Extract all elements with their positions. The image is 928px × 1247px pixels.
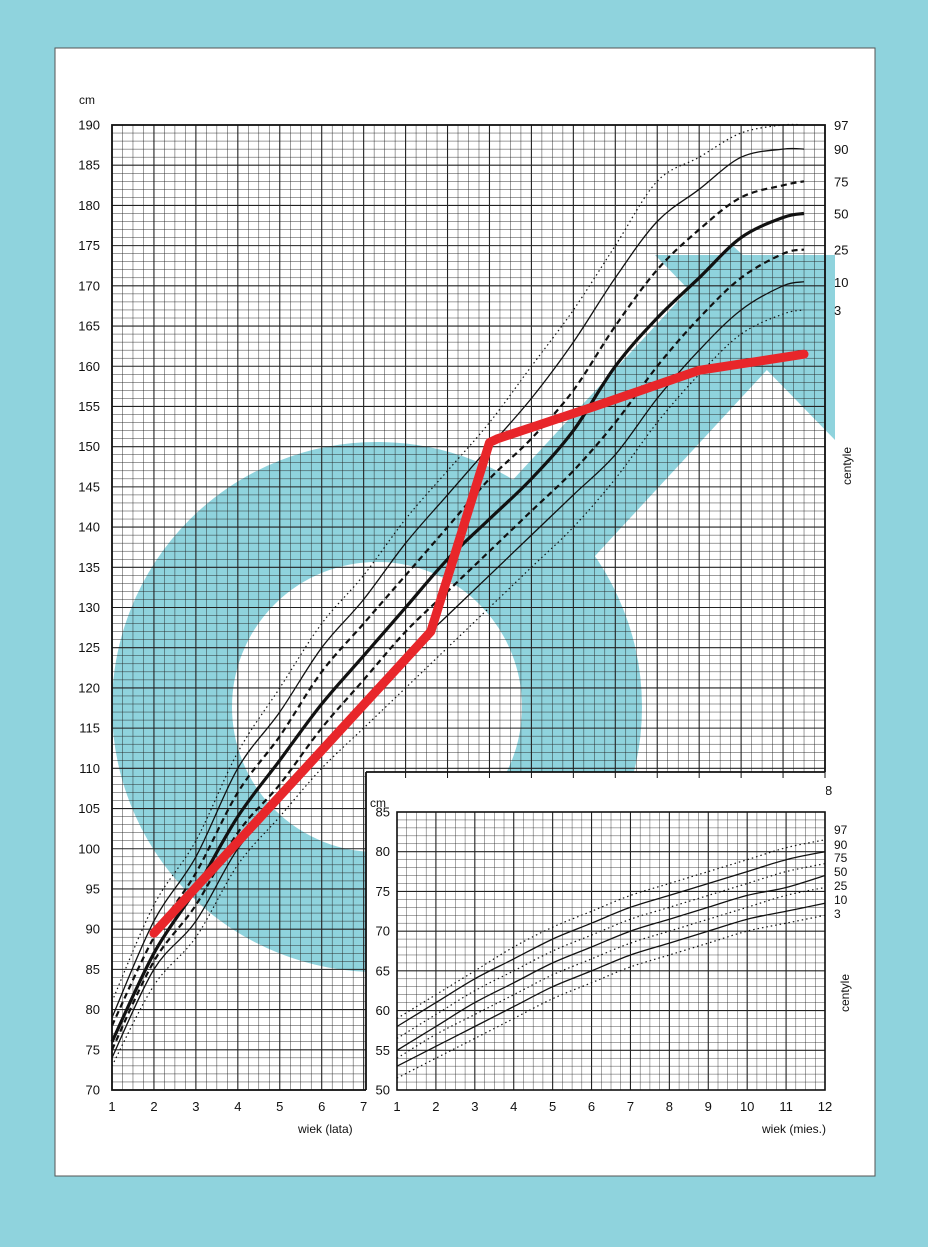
- y-tick-label: 145: [78, 479, 100, 494]
- x-tick-label: 2: [150, 1099, 157, 1114]
- inset-x-tick-label: 6: [588, 1099, 595, 1114]
- inset-x-tick-label: 7: [627, 1099, 634, 1114]
- x-tick-label: 6: [318, 1099, 325, 1114]
- y-tick-label: 155: [78, 399, 100, 414]
- centile-90-line: [111, 147, 805, 1018]
- inset-y-tick-label: 85: [376, 805, 390, 820]
- inset-y-tick-label: 55: [376, 1043, 390, 1058]
- inset-x-tick-label: 11: [779, 1099, 793, 1114]
- x-tick-label: 7: [360, 1099, 367, 1114]
- inset-centile-50-label: 50: [834, 865, 848, 879]
- inset-centile-10-line: [396, 902, 826, 1067]
- patient-curve-line: [149, 349, 809, 938]
- inset-x-tick-label: 12: [818, 1099, 832, 1114]
- inset-centile-25-label: 25: [834, 879, 848, 893]
- y-axis-label: cm: [79, 93, 95, 107]
- inset-centile-25-line: [396, 886, 826, 1059]
- inset-centile-10-label: 10: [834, 893, 848, 907]
- inset-y-tick-label: 60: [376, 1003, 390, 1018]
- male-symbol-arrow-head: [655, 255, 835, 440]
- inset-x-tick-label: 3: [471, 1099, 478, 1114]
- inset-centile-50-line: [396, 874, 826, 1051]
- inset-x-tick-label: 2: [432, 1099, 439, 1114]
- y-tick-label: 165: [78, 319, 100, 334]
- centile-25-line: [111, 248, 805, 1051]
- x-tick-label: 1: [108, 1099, 115, 1114]
- inset-centile-90-label: 90: [834, 838, 848, 852]
- inset-centile-90-line: [396, 851, 826, 1028]
- inset-centile-75-line: [396, 863, 826, 1039]
- y-tick-label: 175: [78, 238, 100, 253]
- inset-x-tick-label: 5: [549, 1099, 556, 1114]
- centile-75-label: 75: [834, 174, 848, 189]
- y-tick-label: 130: [78, 600, 100, 615]
- y-tick-label: 85: [86, 962, 100, 977]
- inset-centile-3-label: 3: [834, 907, 841, 921]
- inset-centile-97-line: [396, 839, 826, 1020]
- patient-growth-curve: [149, 349, 809, 938]
- centyle-side-label: centyle: [840, 447, 854, 485]
- y-tick-label: 105: [78, 801, 100, 816]
- inset-x-tick-label: 4: [510, 1099, 517, 1114]
- inset-x-tick-label: 8: [666, 1099, 673, 1114]
- inset-y-tick-label: 70: [376, 924, 390, 939]
- inset-y-tick-label: 75: [376, 884, 390, 899]
- y-tick-label: 170: [78, 278, 100, 293]
- inset-y-tick-label: 50: [376, 1083, 390, 1098]
- inset-y-tick-label: 65: [376, 963, 390, 978]
- x-tick-label: 5: [276, 1099, 283, 1114]
- x-tick-label: 4: [234, 1099, 241, 1114]
- inset-y-tick-label: 80: [376, 844, 390, 859]
- inset-y-axis-label: cm: [370, 796, 386, 810]
- centile-25-label: 25: [834, 243, 848, 258]
- x-tick-label: 3: [192, 1099, 199, 1114]
- y-tick-label: 150: [78, 439, 100, 454]
- y-tick-label: 75: [86, 1042, 100, 1057]
- y-tick-label: 70: [86, 1083, 100, 1098]
- y-tick-label: 160: [78, 359, 100, 374]
- y-tick-label: 185: [78, 158, 100, 173]
- centile-10-line: [111, 281, 805, 1059]
- inset-centile-75-label: 75: [834, 851, 848, 865]
- y-tick-label: 190: [78, 118, 100, 133]
- y-tick-label: 115: [79, 721, 100, 736]
- inset-x-tick-label: 10: [740, 1099, 754, 1114]
- inset-centile-97-label: 97: [834, 823, 848, 837]
- inset-centyle-side-label: centyle: [838, 974, 852, 1012]
- y-tick-label: 120: [78, 680, 100, 695]
- y-tick-label: 90: [86, 922, 100, 937]
- inset-x-tick-label: 9: [705, 1099, 712, 1114]
- centile-97-line: [111, 123, 805, 1002]
- x-axis-label: wiek (lata): [297, 1122, 353, 1136]
- y-tick-label: 100: [78, 841, 100, 856]
- y-tick-label: 80: [86, 1002, 100, 1017]
- centile-97-label: 97: [834, 118, 848, 133]
- y-tick-label: 140: [78, 520, 100, 535]
- inset-x-tick-label: 1: [393, 1099, 400, 1114]
- y-tick-label: 180: [78, 198, 100, 213]
- centile-50-label: 50: [834, 206, 848, 221]
- y-tick-label: 135: [78, 560, 100, 575]
- centile-75-line: [111, 180, 805, 1027]
- centile-90-label: 90: [834, 142, 848, 157]
- inset-plot-frame: [396, 811, 826, 1091]
- y-tick-label: 125: [78, 640, 100, 655]
- centile-3-label: 3: [834, 303, 841, 318]
- inset-x-axis-label: wiek (mies.): [761, 1122, 826, 1136]
- y-tick-label: 110: [79, 761, 100, 776]
- y-tick-label: 95: [86, 881, 100, 896]
- centile-10-label: 10: [834, 275, 848, 290]
